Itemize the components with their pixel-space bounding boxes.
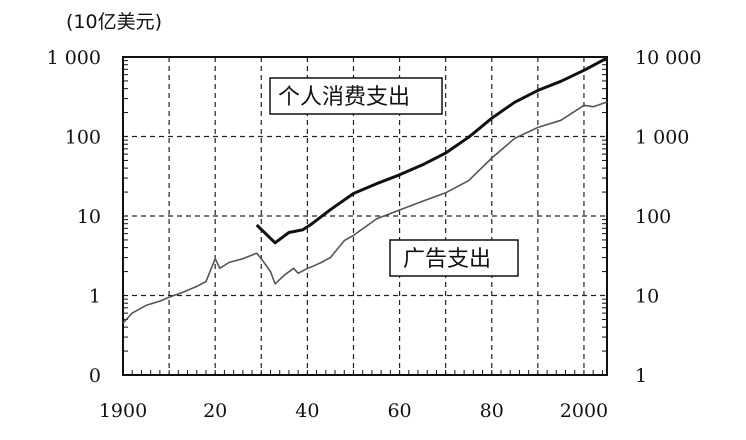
right-tick-label: 100 — [635, 206, 671, 228]
series-line-advertising — [122, 101, 608, 324]
right-tick-label: 1 000 — [635, 127, 689, 149]
left-tick-label: 1 — [89, 286, 101, 308]
plot-frame — [122, 56, 608, 376]
series-line-consumption — [255, 56, 608, 245]
x-tick-label: 20 — [203, 400, 227, 422]
grid-lines — [123, 57, 607, 375]
x-tick-label: 2000 — [560, 400, 608, 422]
right-tick-label: 10 000 — [635, 47, 701, 69]
series-label-advertising: 广告支出 — [403, 247, 491, 272]
x-tick-label: 40 — [295, 400, 319, 422]
series-label-consumption: 个人消费支出 — [278, 85, 410, 110]
left-tick-label: 10 — [77, 206, 101, 228]
x-tick-label: 1900 — [99, 400, 147, 422]
series-lines — [122, 56, 608, 324]
axis-ticks: 1900 20 40 60 80 2000 0 1 10 100 1 000 1 10 100 1 000 1… — [47, 47, 702, 422]
right-tick-label: 10 — [635, 286, 659, 308]
left-tick-label: 0 — [89, 365, 101, 387]
series-label-box-advertising — [389, 239, 519, 277]
left-tick-label: 100 — [65, 127, 101, 149]
series-label-box-consumption — [269, 77, 443, 115]
x-tick-label: 60 — [387, 400, 411, 422]
right-tick-label: 1 — [635, 365, 647, 387]
unit-label: (10亿美元) — [66, 11, 162, 33]
left-tick-label: 1 000 — [47, 47, 101, 69]
x-tick-label: 80 — [480, 400, 504, 422]
